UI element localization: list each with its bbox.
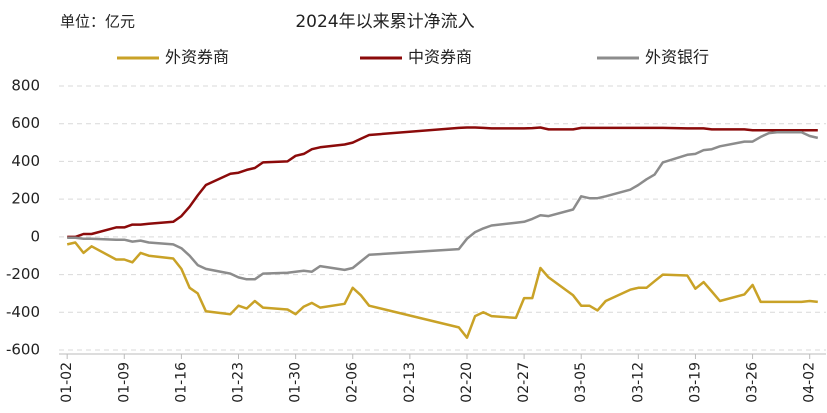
y-tick-label: -400: [6, 303, 40, 321]
x-tick-label: 03-19: [687, 362, 703, 403]
legend-label: 外资券商: [165, 48, 229, 67]
series-line: [67, 126, 818, 239]
x-tick-label: 04-02: [802, 362, 818, 403]
x-tick-label: 02-27: [516, 362, 532, 403]
x-tick-label: 02-20: [459, 362, 475, 403]
x-tick-label: 03-05: [573, 362, 589, 403]
unit-label: 单位：亿元: [60, 13, 135, 31]
y-tick-label: 800: [11, 77, 40, 95]
y-tick-label: -600: [6, 341, 40, 359]
chart-title: 2024年以来累计净流入: [295, 12, 474, 32]
legend-label: 中资券商: [408, 48, 472, 67]
x-tick-label: 01-09: [116, 362, 132, 403]
x-tick-label: 03-26: [745, 362, 761, 403]
x-tick-label: 03-12: [630, 362, 646, 403]
series-line: [66, 241, 818, 339]
y-tick-label: 600: [11, 114, 40, 132]
y-tick-label: -200: [6, 265, 40, 283]
y-tick-label: 0: [30, 227, 40, 245]
x-tick-label: 01-02: [59, 362, 75, 403]
x-tick-label: 02-13: [402, 362, 418, 403]
x-tick-label: 01-23: [231, 362, 247, 403]
y-tick-label: 200: [11, 190, 40, 208]
x-tick-label: 02-06: [345, 362, 361, 403]
series-line: [67, 130, 819, 281]
y-tick-label: 400: [11, 152, 40, 170]
legend-label: 外资银行: [645, 48, 709, 67]
x-tick-label: 01-30: [288, 362, 304, 403]
x-tick-label: 01-16: [173, 362, 189, 403]
